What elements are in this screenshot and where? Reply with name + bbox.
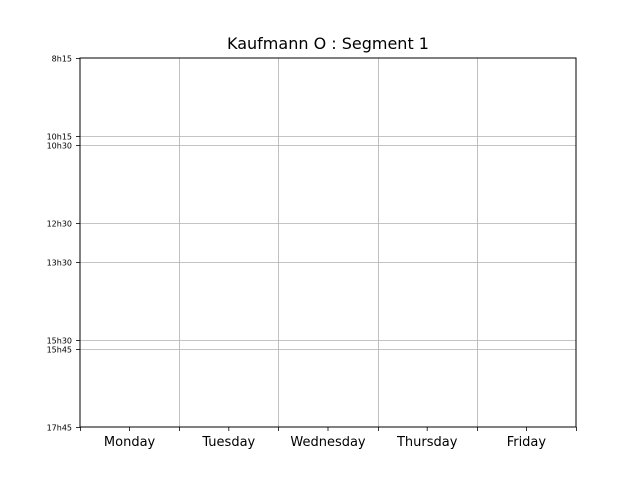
y-tick-label: 15h45 bbox=[47, 346, 72, 355]
x-tick-label-tuesday: Tuesday bbox=[201, 435, 255, 450]
x-tick-label-wednesday: Wednesday bbox=[290, 435, 366, 450]
x-tick-label-thursday: Thursday bbox=[396, 435, 458, 450]
axis-ticks bbox=[76, 58, 577, 431]
y-tick-label: 17h45 bbox=[47, 424, 72, 433]
y-tick-label: 13h30 bbox=[47, 259, 72, 268]
y-tick-label: 8h15 bbox=[52, 55, 72, 64]
plot-frame bbox=[79, 57, 577, 428]
y-tick-label: 10h15 bbox=[47, 133, 72, 142]
x-tick-label-friday: Friday bbox=[507, 435, 547, 450]
y-tick-label: 10h30 bbox=[47, 142, 72, 151]
x-tick-label-monday: Monday bbox=[104, 435, 156, 450]
grid-lines bbox=[80, 58, 576, 427]
y-tick-label: 15h30 bbox=[47, 337, 72, 346]
chart-title: Kaufmann O : Segment 1 bbox=[227, 34, 429, 53]
y-tick-label: 12h30 bbox=[47, 220, 72, 229]
